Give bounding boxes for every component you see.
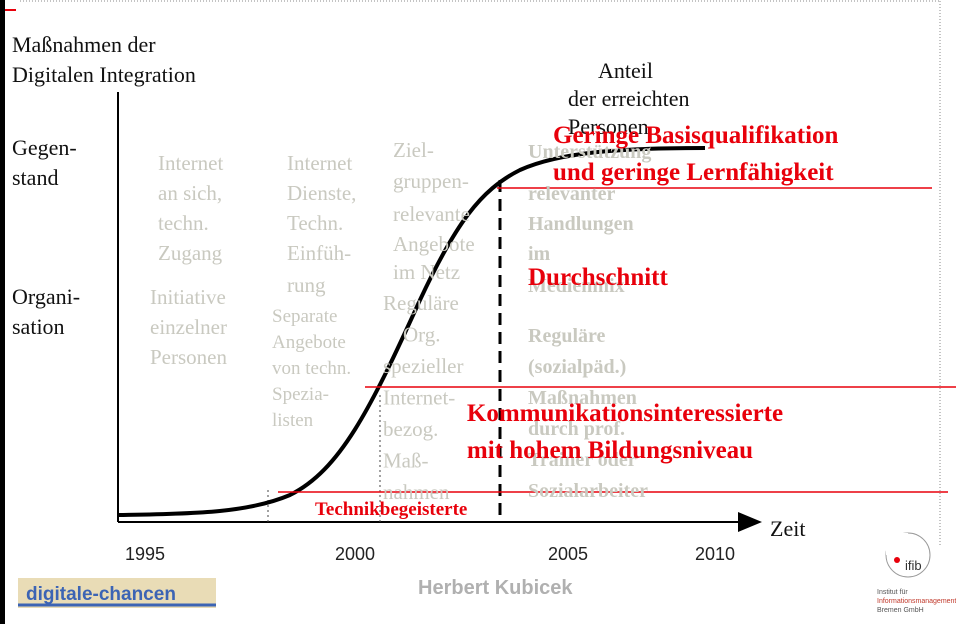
measure-text: Reguläre bbox=[528, 325, 606, 347]
measure-text: im bbox=[528, 243, 551, 265]
year-label: 2000 bbox=[335, 544, 375, 564]
measure-text: Internet- bbox=[383, 386, 455, 410]
logo-right-text: ifib bbox=[905, 558, 922, 573]
year-label: 2010 bbox=[695, 544, 735, 564]
measure-text: listen bbox=[272, 410, 314, 431]
measure-text: Org. bbox=[403, 323, 441, 347]
measure-text: Internet bbox=[158, 151, 223, 175]
target-group: Durchschnitt bbox=[528, 264, 669, 291]
measure-text: Angebote bbox=[393, 232, 475, 256]
target-group: Technikbegeisterte bbox=[315, 499, 467, 520]
measure-text: Maßnahmen bbox=[528, 387, 637, 409]
reach-label: Anteil bbox=[598, 58, 653, 83]
measure-text: relevanter bbox=[528, 183, 615, 205]
institute-text: Bremen GmbH bbox=[877, 607, 924, 614]
reach-label: der erreichten bbox=[568, 86, 690, 111]
measure-text: Zugang bbox=[158, 241, 223, 265]
logo-right-dot bbox=[894, 557, 900, 563]
measure-text: Unterstützung bbox=[528, 141, 651, 163]
title: Digitalen Integration bbox=[12, 62, 196, 87]
measure-text: Trainer oder bbox=[528, 449, 637, 471]
measure-text: bezog. bbox=[383, 417, 438, 441]
adoption-curve bbox=[117, 146, 706, 517]
target-group: Geringe Basisqualifikation bbox=[553, 122, 839, 149]
target-group: mit hohem Bildungsniveau bbox=[467, 437, 753, 464]
year-label: 2005 bbox=[548, 544, 588, 564]
measure-text: an sich, bbox=[158, 181, 222, 205]
target-group: und geringe Lernfähigkeit bbox=[553, 159, 834, 186]
measure-text: Handlungen bbox=[528, 213, 634, 235]
measure-text: Sozialarbeiter bbox=[528, 480, 648, 502]
measure-text: Internet bbox=[287, 151, 352, 175]
x-axis-arrow bbox=[738, 512, 762, 532]
measure-text: Initiative bbox=[150, 285, 226, 309]
year-label: 1995 bbox=[125, 544, 165, 564]
measure-text: Personen bbox=[150, 345, 227, 369]
measure-text: Einfüh- bbox=[287, 241, 351, 265]
row-label: sation bbox=[12, 314, 65, 339]
row-label: stand bbox=[12, 165, 58, 190]
measure-text: spezieller bbox=[383, 354, 463, 378]
measure-text: relevante bbox=[393, 202, 470, 226]
title: Maßnahmen der bbox=[12, 32, 156, 57]
measure-text: (sozialpäd.) bbox=[528, 356, 626, 378]
measure-text: im Netz bbox=[393, 260, 460, 284]
measure-text: rung bbox=[287, 273, 326, 297]
author: Herbert Kubicek bbox=[418, 577, 573, 599]
measure-text: Techn. bbox=[287, 211, 343, 235]
institute-text: Informationsmanagement bbox=[877, 598, 956, 605]
measure-text: nahmen bbox=[383, 480, 450, 504]
target-group: Kommunikationsinteressierte bbox=[467, 400, 783, 427]
measure-text: gruppen- bbox=[393, 169, 469, 193]
row-label: Gegen- bbox=[12, 135, 77, 160]
measure-text: Medienmix bbox=[528, 275, 625, 297]
reach-label: Personen bbox=[568, 114, 649, 139]
measure-text: techn. bbox=[158, 211, 209, 235]
measure-text: Separate bbox=[272, 306, 337, 327]
measure-text: Reguläre bbox=[383, 291, 459, 315]
measure-text: durch prof. bbox=[528, 418, 625, 440]
logo-right-cut bbox=[886, 533, 908, 555]
logo-left-text: digitale-chancen bbox=[26, 584, 176, 605]
measure-text: von techn. bbox=[272, 358, 351, 379]
measure-text: Spezia- bbox=[272, 384, 329, 405]
measure-text: Angebote bbox=[272, 332, 346, 353]
institute-text: Institut für bbox=[877, 589, 908, 596]
measure-text: Ziel- bbox=[393, 138, 434, 162]
row-label: Organi- bbox=[12, 284, 80, 309]
left-border bbox=[0, 0, 5, 624]
measure-text: Dienste, bbox=[287, 181, 356, 205]
logo-left-box bbox=[18, 578, 216, 608]
text-layer: Maßnahmen der Digitalen Integration Anteil… bbox=[12, 32, 956, 614]
measure-text: einzelner bbox=[150, 315, 227, 339]
measure-text: Maß- bbox=[383, 449, 429, 473]
x-axis-label: Zeit bbox=[770, 516, 805, 541]
